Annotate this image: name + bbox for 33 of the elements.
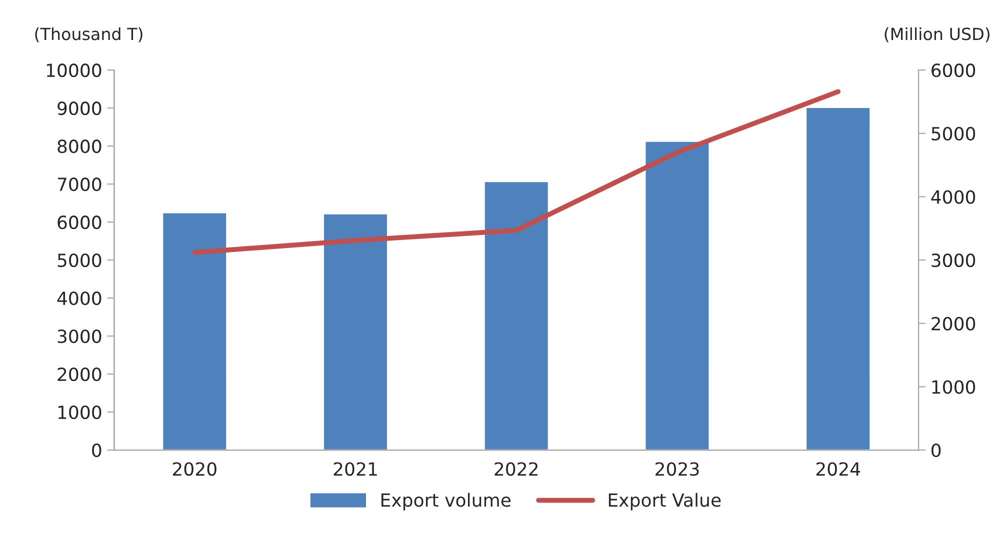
y2-axis-title: (Million USD) [884, 27, 990, 42]
y2-tick-label: 5000 [932, 126, 976, 141]
x-tick-label: 2023 [656, 462, 699, 476]
y-tick-label: 6000 [58, 216, 102, 230]
y2-tick-label: 6000 [932, 64, 976, 78]
y-axis-title: (Thousand T) [35, 27, 142, 42]
y-tick-label: 2000 [58, 368, 102, 382]
y2-tick-label: 0 [932, 444, 941, 458]
y-tick-label: 4000 [57, 292, 102, 306]
x-tick-label: 2021 [334, 462, 377, 476]
y-tick-label: 10000 [46, 64, 102, 78]
bar [805, 106, 871, 450]
x-tick-label: 2024 [816, 462, 860, 476]
y2-tick-label: 3000 [932, 254, 976, 268]
bar [483, 180, 550, 450]
y-tick-label: 1000 [58, 406, 102, 420]
y2-tick-label: 1000 [932, 380, 976, 394]
x-tick-label: 2022 [494, 462, 538, 476]
y-tick-label: 0 [92, 444, 102, 458]
line-series [192, 89, 841, 255]
legend-label: Export Value [608, 492, 721, 510]
y-tick-label: 7000 [58, 178, 102, 192]
y-tick-label: 9000 [58, 102, 102, 116]
x-tick-label: 2020 [172, 462, 216, 476]
legend-label: Export volume [382, 492, 511, 510]
bar [162, 212, 228, 450]
y-tick-label: 3000 [58, 330, 102, 344]
y2-tick-label: 2000 [932, 316, 976, 331]
y-tick-label: 8000 [58, 140, 102, 154]
y-tick-label: 5000 [58, 254, 102, 268]
bar [322, 213, 388, 450]
y2-tick-label: 4000 [931, 190, 976, 204]
bar [644, 140, 710, 450]
